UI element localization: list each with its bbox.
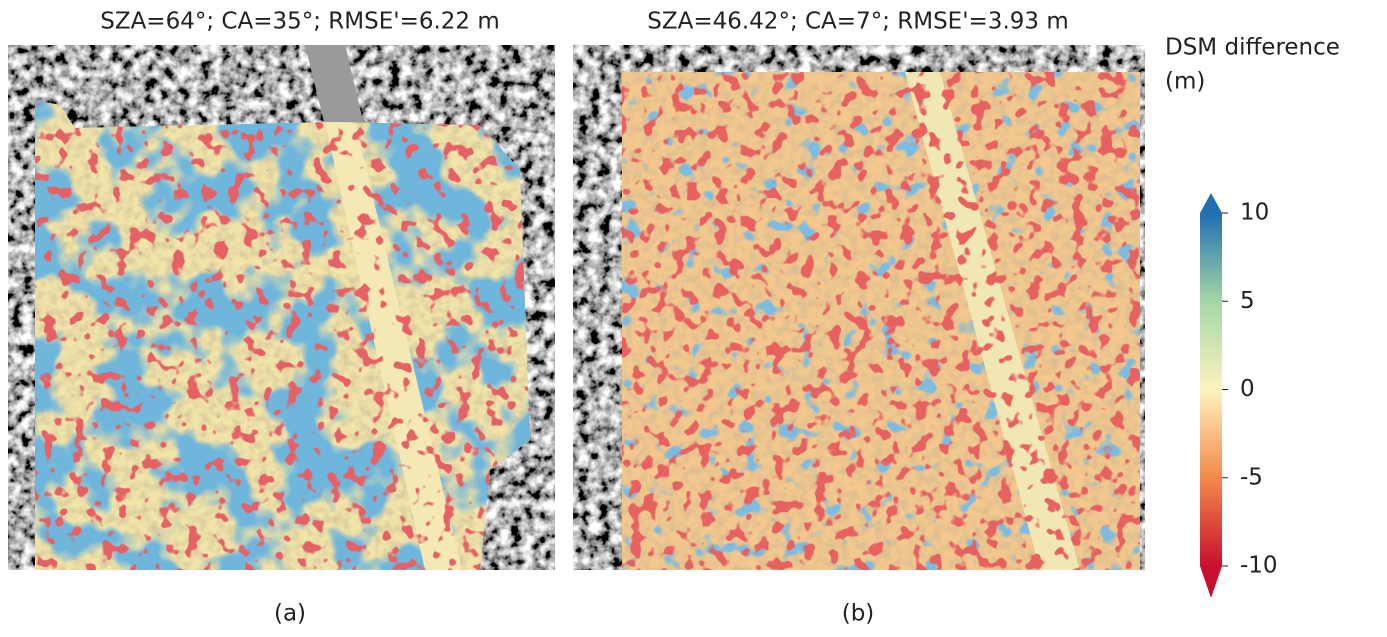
panel-title: SZA=46.42°; CA=7°; RMSE'=3.93 m (647, 9, 1069, 35)
colorbar-gradient (1200, 213, 1222, 566)
colorbar-extend-min (1200, 566, 1222, 598)
difference-overlay (35, 100, 530, 570)
difference-overlay (622, 72, 1140, 570)
colorbar-label: DSM difference (1165, 35, 1340, 61)
colorbar-tick-label: -10 (1240, 553, 1278, 579)
colorbar: 10 5 0 -5 -10 (1200, 193, 1278, 598)
map-panel-a (8, 45, 555, 570)
colorbar-tick-label: -5 (1240, 464, 1263, 490)
colorbar-tick-label: 5 (1240, 288, 1255, 314)
panel-caption: (a) (274, 601, 306, 627)
colorbar-tick-label: 0 (1240, 376, 1255, 402)
panel-title: SZA=64°; CA=35°; RMSE'=6.22 m (100, 9, 500, 35)
map-panel-b (573, 45, 1145, 570)
colorbar-unit: (m) (1165, 69, 1205, 95)
colorbar-tick-label: 10 (1240, 200, 1269, 226)
panel-caption: (b) (842, 601, 875, 627)
colorbar-extend-max (1200, 193, 1222, 213)
